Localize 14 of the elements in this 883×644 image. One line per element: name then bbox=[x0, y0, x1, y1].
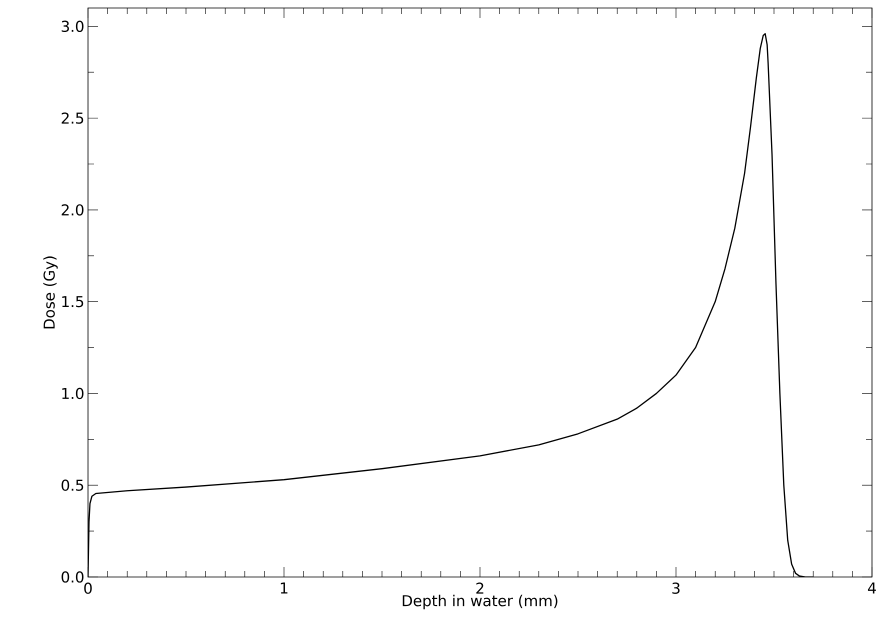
y-tick-label: 0.5 bbox=[62, 480, 84, 491]
x-tick-label: 2 bbox=[476, 582, 484, 594]
y-tick-label: 2.0 bbox=[62, 204, 84, 216]
x-tick-label: 4 bbox=[868, 582, 876, 594]
x-tick-label: 0 bbox=[84, 582, 92, 594]
x-axis-title: Depth in water (mm) bbox=[402, 594, 558, 610]
x-tick-label: 1 bbox=[280, 582, 288, 594]
y-axis-title: Dose (Gy) bbox=[43, 256, 58, 328]
y-tick-label: 0.0 bbox=[62, 571, 84, 583]
y-tick-label: 2.5 bbox=[62, 112, 84, 124]
y-tick-label: 1.5 bbox=[62, 296, 84, 308]
y-tick-label: 1.0 bbox=[62, 388, 84, 400]
x-tick-label: 3 bbox=[672, 582, 680, 594]
y-tick-label: 3.0 bbox=[62, 20, 84, 32]
